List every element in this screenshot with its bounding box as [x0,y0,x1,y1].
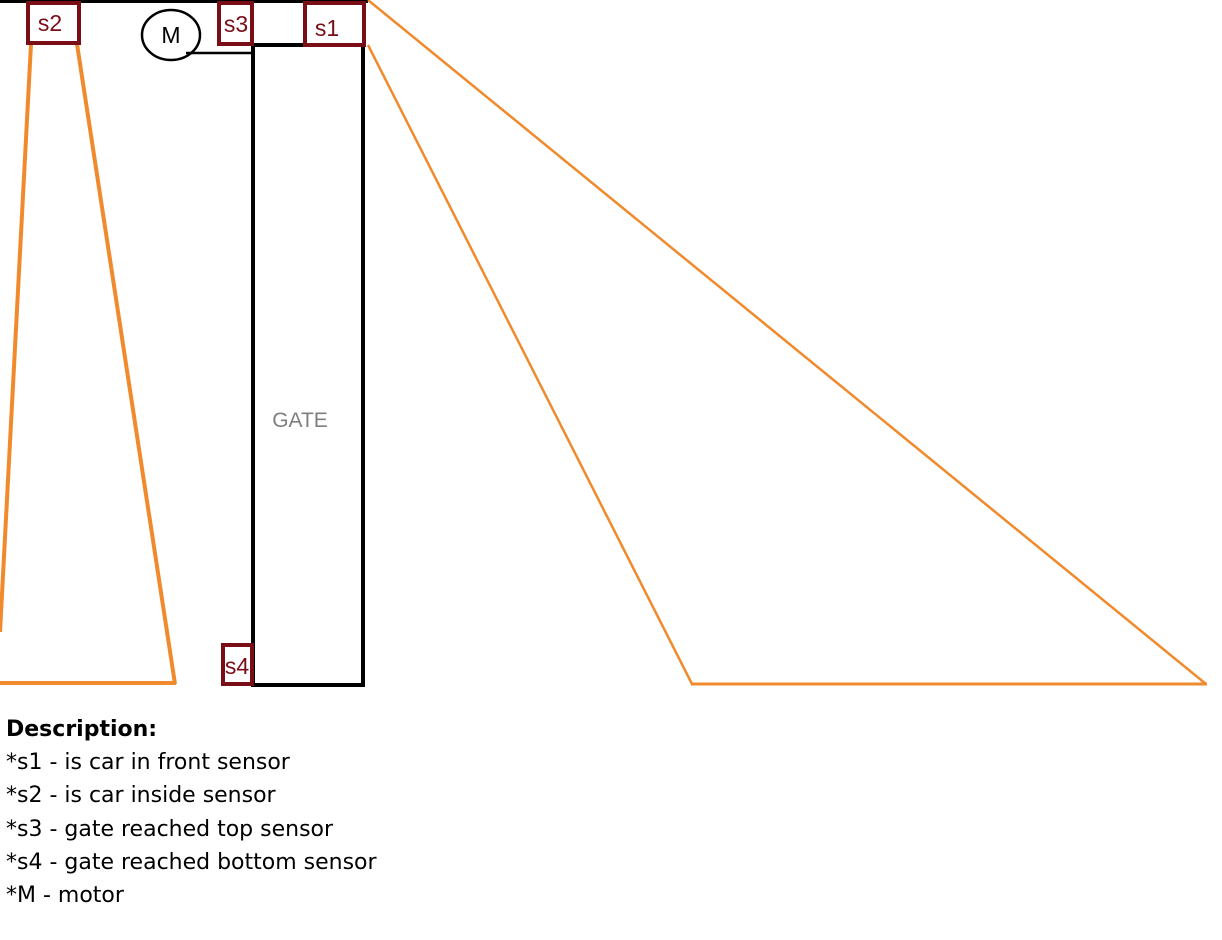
sensor-s1-box [303,1,366,47]
motor: M [140,8,253,62]
sensor-s1: s1 [303,1,366,47]
description-item-s3: *s3 - gate reached top sensor [6,816,334,842]
sensor-s4-label: s4 [225,653,250,679]
gate: GATE [251,43,365,687]
description-title: Description: [6,717,158,742]
s2-beam [0,43,177,685]
sensor-s4-box [221,643,254,686]
description-item-motor: *M - motor [6,883,124,909]
sensor-s2-label: s2 [38,10,62,36]
sensor-s3-label: s3 [224,11,248,37]
description-item-s4: *s4 - gate reached bottom sensor [6,849,377,875]
motor-circle [140,8,202,62]
sensor-s2: s2 [26,1,81,45]
gate-outline [251,43,365,687]
sensor-s2-box [26,1,81,45]
s1-beam [366,0,1207,686]
description-item-s2: *s2 - is car inside sensor [6,783,276,809]
sensor-s4: s4 [221,643,254,686]
sensor-s3-box [217,1,254,46]
description-item-s1: *s1 - is car in front sensor [6,750,290,776]
sensor-s3: s3 [217,1,254,46]
motor-label: M [161,22,180,48]
sensor-s1-label: s1 [315,15,339,41]
description-legend: Description: *s1 - is car in front senso… [6,713,377,912]
gate-label: GATE [272,409,328,432]
